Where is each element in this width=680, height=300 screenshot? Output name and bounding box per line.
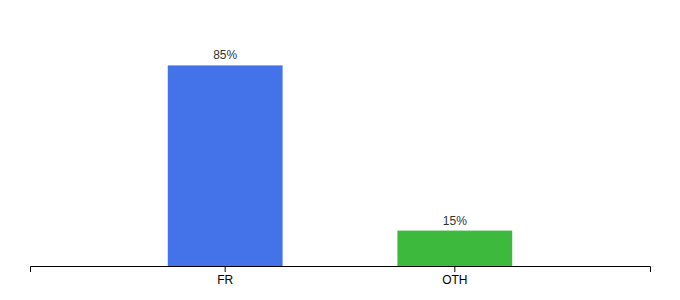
x-tick: FR — [217, 266, 233, 287]
chart-container: FR OTH 85% 15% — [0, 0, 680, 300]
x-tick-mark — [225, 266, 226, 272]
bars — [168, 65, 512, 266]
chart-svg: FR OTH 85% 15% — [0, 0, 680, 300]
x-tick: OTH — [442, 266, 467, 287]
data-label: 15% — [443, 214, 467, 228]
x-tick-mark — [454, 266, 455, 272]
plot-area: FR OTH 85% 15% — [31, 48, 651, 286]
x-tick-label: OTH — [442, 273, 467, 287]
bar — [397, 231, 512, 266]
data-label: 85% — [213, 48, 237, 62]
x-axis: FR OTH — [31, 266, 651, 287]
data-labels: 85% 15% — [213, 48, 467, 227]
x-axis-line — [31, 267, 651, 273]
bar — [168, 65, 283, 266]
x-tick-label: FR — [217, 273, 233, 287]
